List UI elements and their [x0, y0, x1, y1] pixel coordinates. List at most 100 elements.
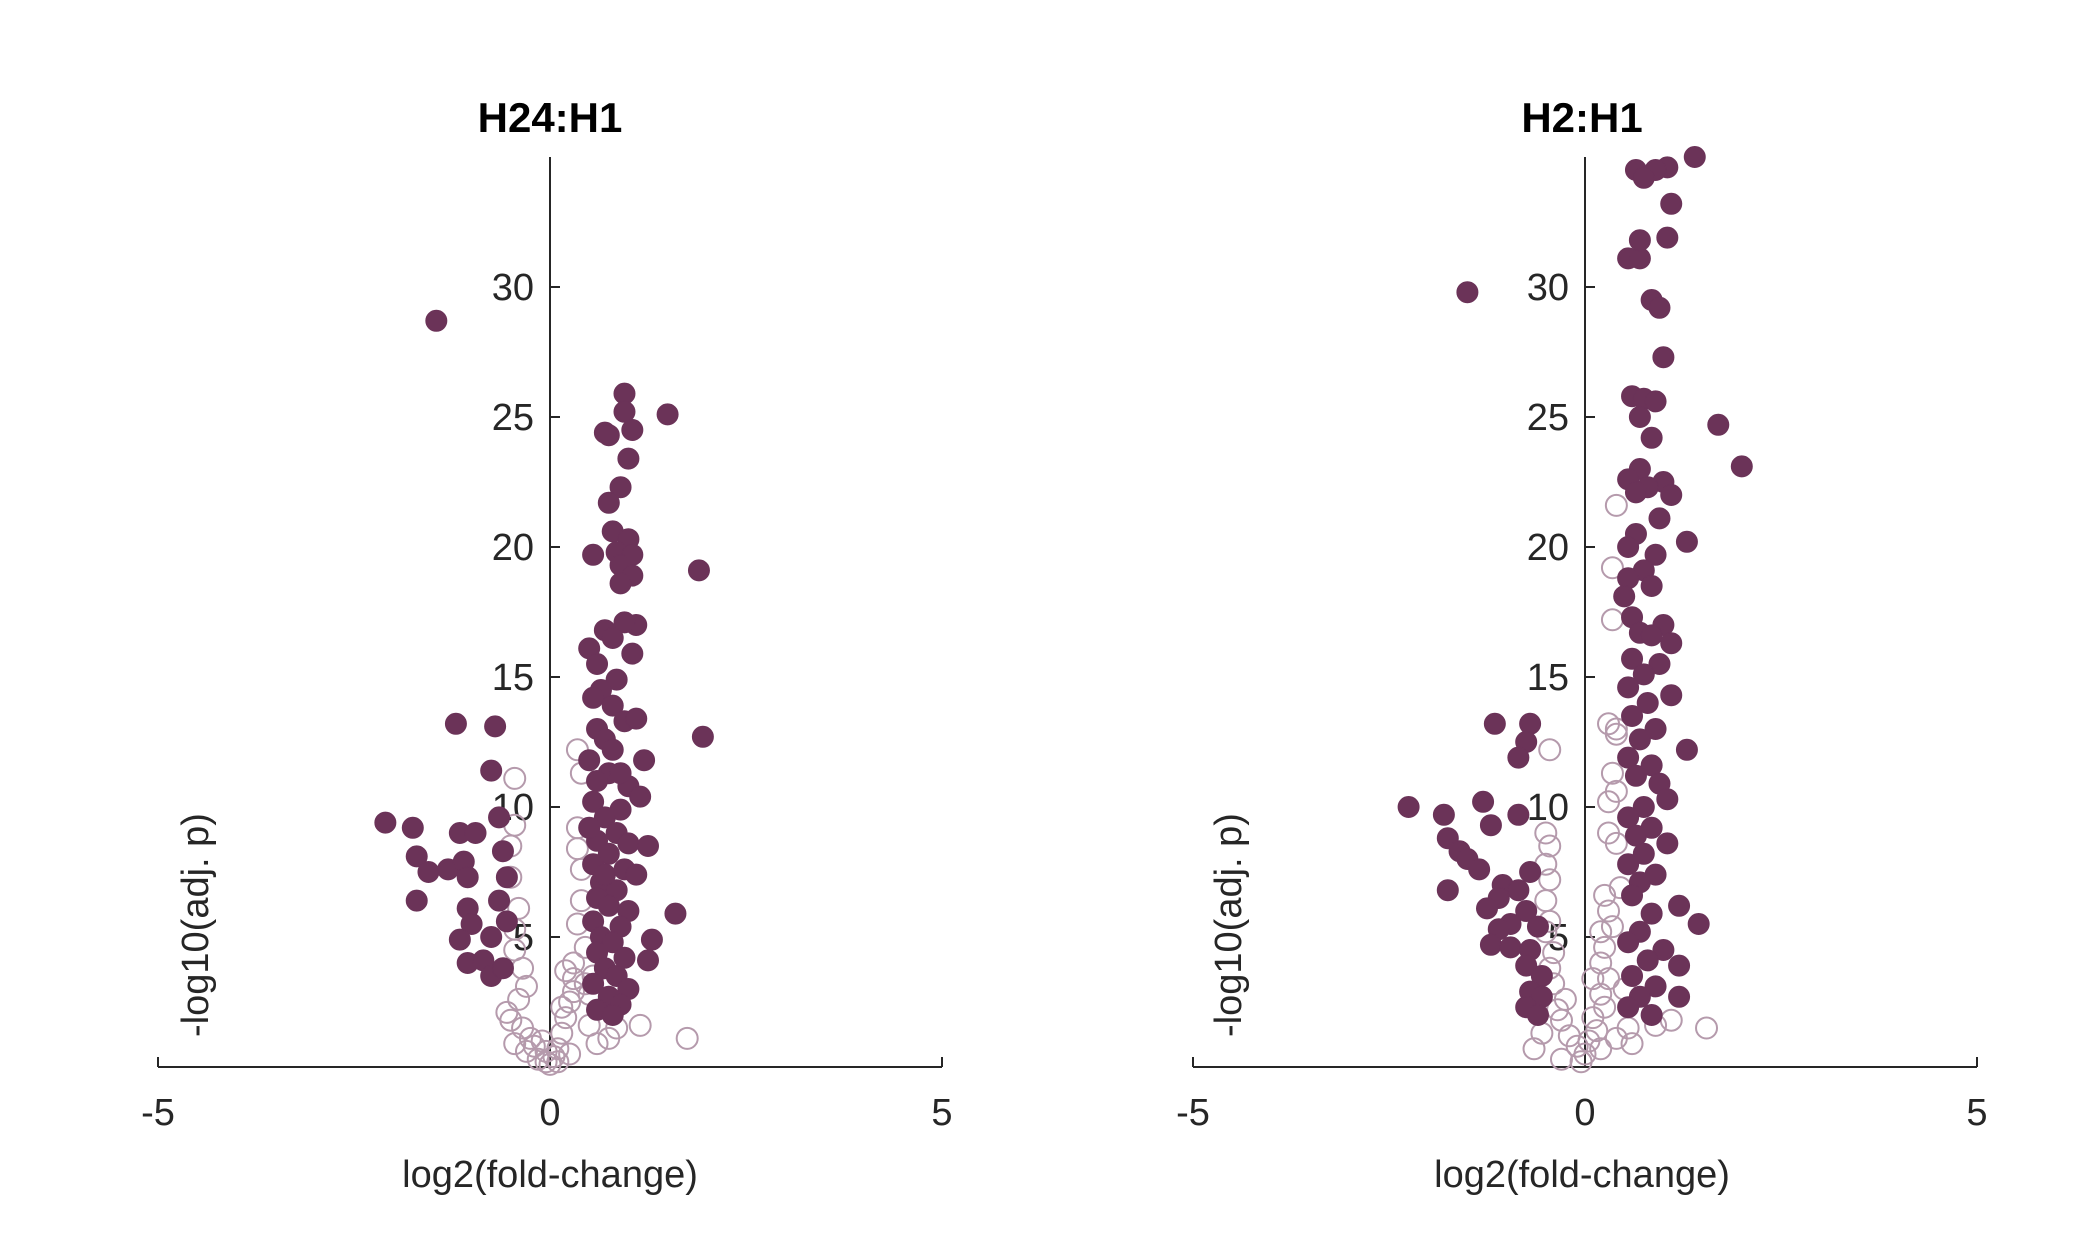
y-tick-label: 25 [1527, 397, 1569, 439]
significant-point [1660, 632, 1683, 655]
significant-point [1621, 965, 1644, 987]
significant-point [488, 806, 511, 829]
nonsignificant-point [1569, 1050, 1593, 1074]
nonsignificant-point [546, 1037, 570, 1061]
nonsignificant-point [1581, 967, 1605, 991]
significant-point [1397, 796, 1420, 818]
significant-point [1640, 902, 1663, 925]
nonsignificant-point [514, 1039, 538, 1063]
nonsignificant-point [585, 1032, 609, 1056]
significant-point [491, 840, 514, 863]
significant-point [597, 424, 620, 447]
x-tick-label: -5 [1176, 1092, 1210, 1134]
nonsignificant-point [1534, 821, 1558, 845]
significant-point [625, 863, 648, 886]
nonsignificant-point [554, 1006, 578, 1030]
significant-point [1456, 281, 1479, 304]
nonsignificant-point [507, 987, 531, 1011]
significant-point [374, 811, 397, 834]
significant-point [597, 491, 620, 514]
significant-point [1730, 455, 1753, 478]
significant-point [1632, 166, 1655, 189]
significant-point [597, 894, 620, 917]
significant-point [1636, 949, 1659, 972]
significant-point [1483, 712, 1506, 735]
significant-point [1624, 764, 1647, 787]
y-tick-label: 15 [1527, 657, 1569, 699]
nonsignificant-point [1597, 790, 1621, 814]
nonsignificant-point [503, 766, 527, 790]
significant-point [582, 790, 605, 813]
significant-point [1687, 913, 1710, 935]
significant-point [578, 749, 601, 772]
significant-point [1621, 884, 1644, 907]
significant-point [1644, 543, 1667, 566]
significant-point [1675, 738, 1698, 761]
significant-point [1668, 894, 1691, 917]
significant-point [405, 889, 428, 912]
significant-point [601, 1004, 624, 1026]
data-points [1397, 146, 1753, 1074]
nonsignificant-point [534, 1050, 558, 1074]
nonsignificant-point [565, 837, 589, 861]
nonsignificant-point [503, 1032, 527, 1056]
significant-point [629, 785, 652, 808]
nonsignificant-point [1600, 556, 1624, 580]
significant-point [691, 725, 714, 748]
significant-point [582, 972, 605, 995]
significant-point [495, 910, 518, 933]
x-tick-label: -5 [141, 1092, 175, 1134]
nonsignificant-point [550, 995, 574, 1019]
x-tick-label: 0 [539, 1092, 560, 1134]
x-axis-label: log2(fold-change) [1434, 1154, 1730, 1196]
significant-point [637, 835, 659, 857]
significant-point [1515, 954, 1538, 977]
nonsignificant-point [1522, 1037, 1546, 1061]
nonsignificant-point [534, 1039, 558, 1063]
significant-point [1640, 1004, 1663, 1026]
significant-point [425, 309, 448, 332]
significant-point [605, 668, 628, 691]
significant-point [1617, 931, 1640, 954]
significant-point [484, 715, 507, 738]
significant-point [1507, 746, 1530, 769]
significant-point [609, 572, 632, 595]
significant-point [1479, 933, 1502, 956]
nonsignificant-point [628, 1013, 652, 1037]
x-tick-label: 5 [931, 1092, 952, 1134]
significant-point [401, 816, 424, 839]
significant-point [1432, 803, 1455, 826]
significant-point [1628, 229, 1651, 252]
nonsignificant-point [562, 951, 586, 975]
nonsignificant-point [554, 959, 578, 983]
significant-point [1656, 226, 1679, 249]
significant-point [1640, 426, 1663, 449]
nonsignificant-point [1600, 915, 1624, 939]
significant-point [617, 447, 640, 470]
significant-point [621, 642, 644, 665]
significant-point [456, 866, 479, 889]
nonsignificant-point [558, 990, 582, 1014]
y-axis-label: -log10(adj. p) [175, 813, 217, 1037]
nonsignificant-point [1538, 868, 1562, 892]
panel-title: H2:H1 [1521, 94, 1642, 141]
significant-point [1648, 507, 1671, 530]
nonsignificant-point [1600, 608, 1624, 632]
significant-point [1628, 406, 1651, 428]
significant-point [1624, 481, 1647, 504]
significant-point [601, 694, 624, 717]
significant-point [1668, 985, 1691, 1008]
significant-point [601, 931, 624, 954]
nonsignificant-point [675, 1026, 699, 1050]
nonsignificant-point [1557, 1024, 1581, 1048]
nonsignificant-point [1581, 1006, 1605, 1030]
significant-point [687, 559, 710, 582]
significant-point [1636, 692, 1659, 714]
significant-point [640, 928, 663, 951]
significant-point [1621, 705, 1644, 727]
significant-point [1499, 936, 1522, 959]
nonsignificant-point [499, 1008, 523, 1032]
significant-point [1613, 585, 1636, 608]
nonsignificant-point [1600, 761, 1624, 785]
